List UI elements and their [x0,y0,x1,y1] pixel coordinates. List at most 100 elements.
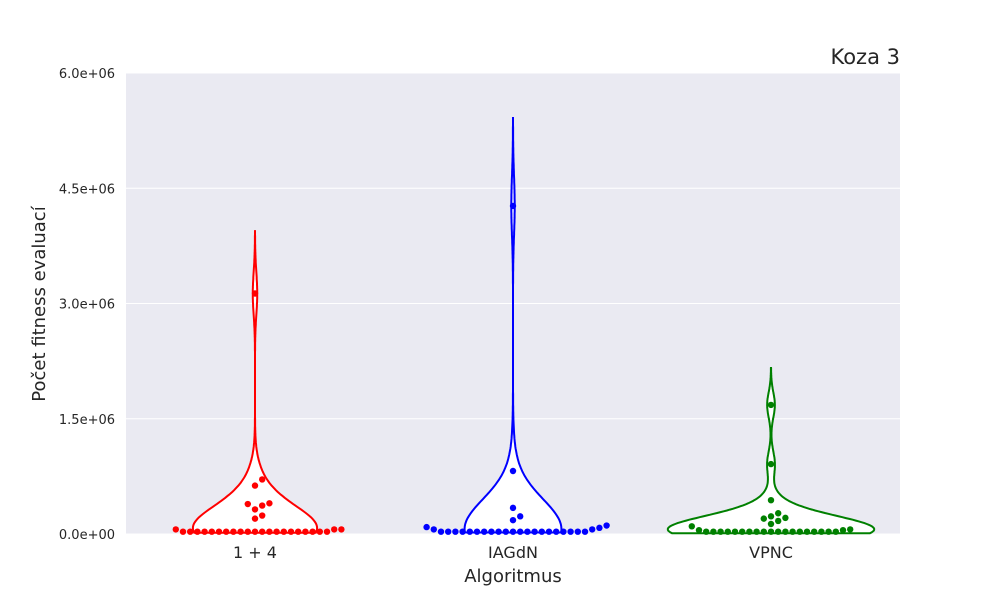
data-point [259,476,266,483]
data-point [767,513,775,520]
data-point [839,526,847,534]
data-point [266,528,273,535]
chart-title: Koza 3 [830,45,900,69]
data-point [538,528,545,535]
x-tick-label: 1 + 4 [233,543,277,562]
data-point [309,528,316,535]
data-point [724,528,731,535]
data-point [717,528,724,535]
data-point [760,528,767,535]
data-point [466,528,473,535]
data-point [796,528,803,535]
data-point [509,516,517,524]
violin [666,366,876,535]
data-point [187,528,194,535]
x-axis-label: Algoritmus [464,566,562,587]
data-point [767,496,775,504]
data-point [589,526,596,533]
data-point [273,528,280,535]
data-point [172,526,179,533]
data-point [251,528,259,535]
data-point [473,528,481,535]
data-point [295,528,302,535]
data-point [688,523,695,530]
data-point [517,513,524,520]
data-point [581,528,589,535]
data-point [517,528,524,535]
data-point [201,528,208,535]
data-point [847,526,854,533]
data-point [553,528,560,535]
y-tick-label: 1.5e+06 [59,413,115,428]
data-point [430,526,437,533]
data-point [509,202,517,210]
y-tick-label: 4.5e+06 [59,182,115,197]
data-point [423,523,430,531]
data-point [509,504,517,512]
data-point [775,510,782,517]
data-point [825,528,832,535]
data-point [767,528,775,535]
data-point [244,528,251,535]
data-point [437,528,445,535]
y-tick-label: 3.0e+06 [59,298,115,313]
data-point [832,528,839,535]
data-point [251,482,259,489]
data-point [280,528,287,535]
data-point [266,500,273,507]
data-point [251,290,259,297]
data-point [287,528,295,535]
data-point [782,528,789,535]
data-point [259,528,266,535]
data-points [172,202,854,535]
data-point [767,520,775,528]
data-point [208,528,215,535]
data-point [818,528,825,535]
data-point [259,512,266,519]
data-point [767,401,775,409]
data-point [316,528,323,535]
violin [463,117,563,534]
data-point [531,528,538,535]
y-tick-label: 6.0e+06 [59,67,115,82]
data-point [230,528,237,535]
y-tick-label: 0.0e+00 [59,528,115,543]
data-point [746,528,753,535]
data-point [509,528,517,535]
data-point [509,467,517,475]
data-point [251,515,259,522]
data-point [524,528,531,535]
data-point [710,528,717,535]
data-point [545,528,553,535]
y-axis-label: Počet fitness evaluací [29,205,50,401]
data-point [560,528,567,535]
data-point [789,528,796,535]
x-tick-label: VPNC [749,543,793,562]
data-point [739,528,746,535]
y-axis-ticks: 0.0e+00 1.5e+06 3.0e+06 4.5e+06 6.0e+06 [59,67,115,543]
data-point [695,526,703,534]
data-point [502,528,509,535]
data-point [567,528,574,535]
data-point [481,528,488,535]
x-axis-ticks: 1 + 4 IAGdN VPNC [233,543,793,562]
data-point [331,526,338,533]
data-point [775,517,782,525]
data-point [596,524,603,532]
data-point [603,522,610,529]
data-point [495,528,502,535]
data-point [302,528,309,535]
data-point [194,528,201,535]
data-point [459,528,466,535]
data-point [244,500,251,508]
data-point [251,506,259,513]
data-point [731,528,739,535]
data-point [179,528,187,535]
data-point [237,528,244,535]
data-point [452,528,459,535]
data-point [574,528,581,535]
data-point [775,528,782,535]
data-point [753,528,760,535]
data-point [259,502,266,509]
